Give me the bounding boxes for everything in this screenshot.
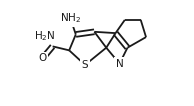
Text: H$_2$N: H$_2$N [34,29,55,43]
Text: N: N [116,59,123,69]
Text: NH$_2$: NH$_2$ [60,12,81,25]
Text: S: S [82,60,88,70]
Text: O: O [39,53,47,63]
